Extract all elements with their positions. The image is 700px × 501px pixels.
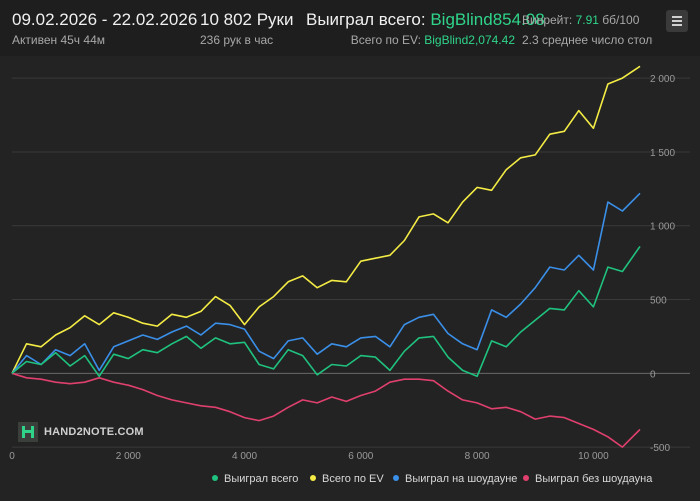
hamburger-icon-line — [672, 20, 682, 22]
won-total-summary: Выиграл всего: BigBlind854.08 — [306, 10, 545, 30]
ev-total-label: Всего по EV: — [350, 33, 421, 47]
legend-label: Выиграл на шоудауне — [405, 473, 518, 485]
y-tick-label: 500 — [650, 296, 667, 307]
legend-item-ev-total[interactable]: Всего по EV — [310, 473, 384, 485]
y-tick-label: 2 000 — [650, 74, 675, 85]
date-range[interactable]: 09.02.2026 - 22.02.2026 — [12, 10, 198, 29]
legend-label: Выиграл всего — [224, 473, 299, 485]
winrate-summary: Винрейт: 7.91 бб/100 — [522, 13, 639, 27]
chart-canvas: -500 0 500 1 000 1 500 2 000 0 2 000 4 000 6 000 8… — [9, 65, 690, 462]
series-line-no-showdown — [11, 372, 641, 448]
y-tick-label: 1 000 — [650, 222, 675, 233]
ev-total-value: BigBlind2,074.42 — [424, 33, 515, 47]
legend-item-showdown[interactable]: Выиграл на шоудауне — [393, 473, 517, 485]
menu-button[interactable] — [666, 10, 688, 32]
hand2note-logo-text: HAND2NOTE.COM — [44, 426, 144, 438]
winrate-value: 7.91 — [575, 13, 599, 27]
active-time: Активен 45ч 44м — [12, 33, 105, 47]
legend-label: Всего по EV — [322, 473, 384, 485]
hamburger-icon-line — [672, 16, 682, 18]
legend-dot-icon — [310, 475, 316, 482]
y-tick-label: -500 — [650, 443, 670, 454]
x-tick-label: 8 000 — [465, 451, 490, 462]
legend-item-won-total[interactable]: Выиграл всего — [212, 473, 298, 485]
legend-dot-icon — [523, 475, 529, 482]
x-tick-label: 10 000 — [578, 451, 609, 462]
hand2note-logo-icon — [18, 422, 38, 442]
average-tables: 2.3 среднее число столов — [522, 33, 653, 47]
legend-label: Выиграл без шоудауна — [535, 473, 653, 485]
won-total-value: BigBlind854.08 — [430, 10, 545, 29]
legend-dot-icon — [393, 475, 399, 482]
winrate-unit: бб/100 — [602, 13, 640, 27]
winrate-label: Винрейт: — [522, 13, 573, 27]
x-tick-label: 6 000 — [348, 451, 373, 462]
y-tick-label: 1 500 — [650, 148, 675, 159]
legend-item-no-showdown[interactable]: Выиграл без шоудауна — [523, 473, 652, 485]
ev-total-summary: Всего по EV: BigBlind2,074.42 — [351, 33, 515, 47]
x-tick-label: 4 000 — [232, 451, 257, 462]
hands-count: 10 802 Руки — [200, 10, 294, 29]
x-tick-label: 0 — [9, 451, 15, 462]
series-line-showdown — [11, 192, 641, 374]
chart-legend: Выиграл всего Всего по EV Выиграл на шоу… — [0, 473, 700, 493]
y-tick-label: 0 — [650, 369, 656, 380]
won-total-label: Выиграл всего: — [306, 10, 426, 29]
legend-dot-icon — [212, 475, 218, 482]
stats-header: 09.02.2026 - 22.02.2026 Активен 45ч 44м … — [0, 0, 700, 56]
hamburger-icon-line — [672, 24, 682, 26]
hands-per-hour: 236 рук в час — [200, 33, 274, 47]
series-line-ev-total — [11, 65, 641, 374]
profit-chart: -500 0 500 1 000 1 500 2 000 0 2 000 4 000 6 000 8… — [0, 56, 700, 501]
x-tick-label: 2 000 — [116, 451, 141, 462]
series-line-won-total — [11, 245, 641, 378]
